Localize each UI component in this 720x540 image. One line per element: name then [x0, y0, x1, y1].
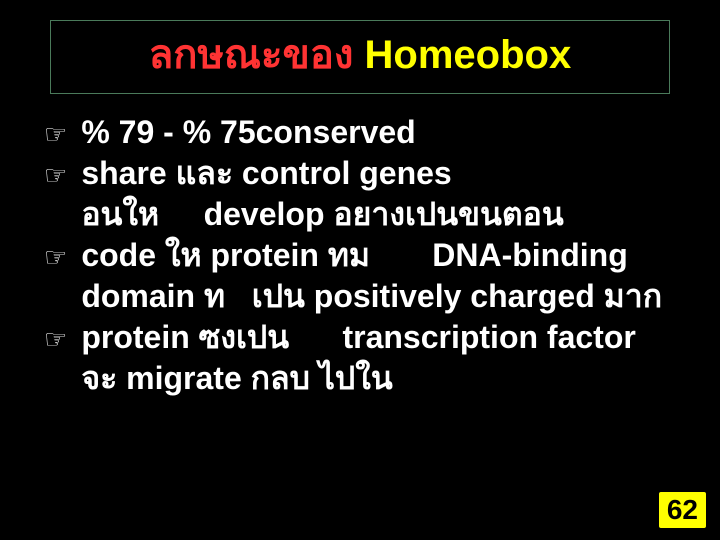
slide: ลกษณะของ Homeobox ☞ % 79 - % 75conserved… — [0, 0, 720, 540]
bullet-marker-icon: ☞ — [44, 159, 67, 192]
page-number-badge: 62 — [659, 492, 706, 528]
bullet-item: ☞ % 79 - % 75conserved — [44, 112, 680, 153]
bullet-marker-icon: ☞ — [44, 241, 67, 274]
bullet-text: protein ซงเปน transcription factor จะ mi… — [81, 317, 680, 399]
title-part-2: Homeobox — [353, 33, 571, 77]
bullet-marker-icon: ☞ — [44, 323, 67, 356]
bullet-text: % 79 - % 75conserved — [81, 112, 680, 153]
bullet-item: ☞ protein ซงเปน transcription factor จะ … — [44, 317, 680, 399]
bullet-text: share และ control genes อนให develop อยา… — [81, 153, 680, 235]
slide-body: ☞ % 79 - % 75conserved ☞ share และ contr… — [40, 112, 680, 399]
title-part-1: ลกษณะของ — [149, 33, 354, 77]
title-container: ลกษณะของ Homeobox — [50, 20, 670, 94]
bullet-marker-icon: ☞ — [44, 118, 67, 151]
bullet-text: code ให protein ทม DNA-binding domain ท … — [81, 235, 680, 317]
bullet-item: ☞ share และ control genes อนให develop อ… — [44, 153, 680, 235]
bullet-item: ☞ code ให protein ทม DNA-binding domain … — [44, 235, 680, 317]
slide-title: ลกษณะของ Homeobox — [71, 31, 649, 79]
